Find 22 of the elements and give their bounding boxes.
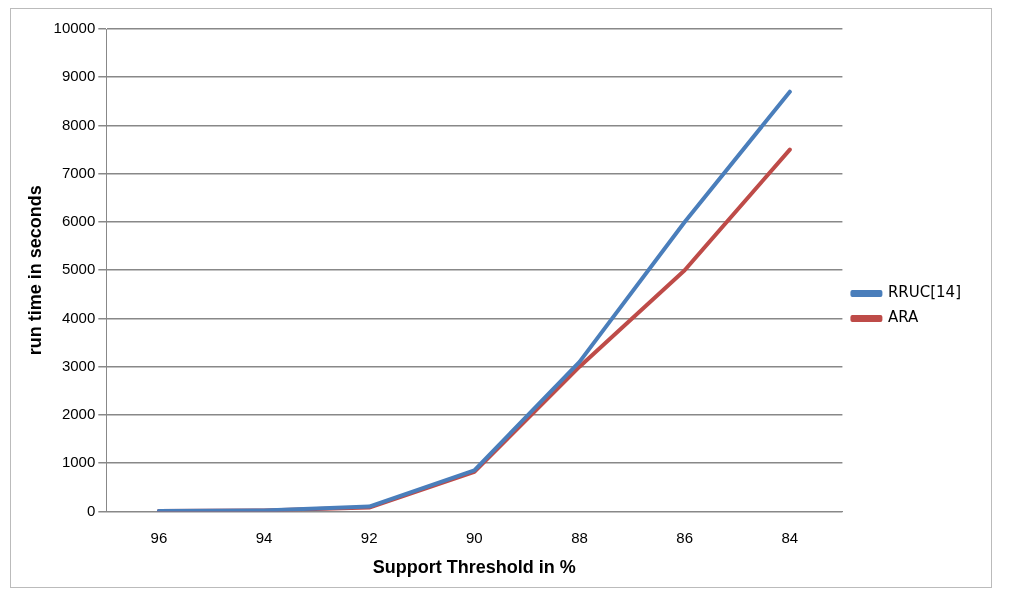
- y-axis-title: run time in seconds: [24, 185, 45, 356]
- y-tick-label: 2000: [61, 405, 96, 423]
- x-tick-label: 84: [781, 528, 799, 546]
- y-tick-label: 5000: [61, 260, 96, 278]
- x-tick-label: 88: [571, 528, 588, 546]
- x-tick-label: 92: [360, 528, 378, 546]
- y-tick-label: 8000: [61, 115, 96, 133]
- x-tick-label: 94: [255, 528, 273, 546]
- y-tick-label: 9000: [61, 67, 96, 85]
- x-tick-label: 90: [466, 528, 483, 546]
- y-tick-label: 0: [86, 501, 96, 519]
- legend-label: RRUC[14]: [887, 283, 962, 302]
- y-tick-label: 1000: [61, 453, 96, 471]
- legend-label: ARA: [887, 308, 919, 327]
- y-tick-label: 7000: [61, 163, 96, 181]
- y-tick-label: 6000: [61, 212, 96, 230]
- x-axis-title: Support Threshold in %: [372, 557, 576, 578]
- x-tick-label: 96: [150, 528, 168, 546]
- x-tick-label: 86: [676, 528, 694, 546]
- y-tick-label: 3000: [61, 356, 96, 374]
- y-tick-label: 4000: [61, 308, 96, 326]
- y-tick-label: 10000: [53, 19, 96, 37]
